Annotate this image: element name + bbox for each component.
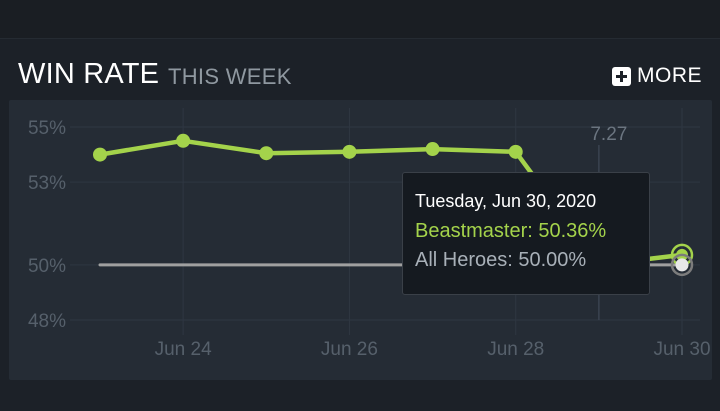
more-button[interactable]: MORE (612, 64, 702, 88)
widget-header: WIN RATE THIS WEEK MORE (18, 58, 702, 94)
all-heroes-active-point-ring (670, 253, 694, 277)
more-label: MORE (637, 64, 702, 87)
tooltip-date: Tuesday, Jun 30, 2020 (415, 191, 597, 211)
x-tick-label: Jun 24 (155, 339, 212, 360)
widget-title: WIN RATE (18, 58, 160, 90)
beastmaster-data-point (259, 146, 274, 161)
beastmaster-data-point (425, 142, 440, 157)
y-tick-label: 48% (28, 311, 66, 332)
x-tick-label: Jun 26 (321, 339, 378, 360)
top-strip (0, 0, 720, 39)
y-tick-label: 50% (28, 256, 66, 277)
y-tick-label: 55% (28, 118, 66, 139)
tooltip-all-heroes-value: All Heroes: 50.00% (415, 249, 587, 271)
plus-square-icon (612, 66, 631, 86)
y-tick-label: 53% (28, 173, 66, 194)
widget-subtitle: THIS WEEK (168, 64, 292, 89)
beastmaster-data-point (93, 147, 107, 162)
x-tick-label: Jun 30 (653, 339, 710, 360)
chart-tooltip: Tuesday, Jun 30, 2020 Beastmaster: 50.36… (402, 172, 650, 295)
tooltip-series-value: Beastmaster: 50.36% (415, 220, 607, 242)
all-heroes-data-point (675, 258, 689, 272)
beastmaster-data-point (508, 144, 523, 159)
x-tick-label: Jun 28 (487, 339, 544, 360)
patch-marker-label: 7.27 (590, 124, 627, 145)
beastmaster-data-point (342, 144, 357, 159)
beastmaster-data-point (176, 133, 191, 148)
